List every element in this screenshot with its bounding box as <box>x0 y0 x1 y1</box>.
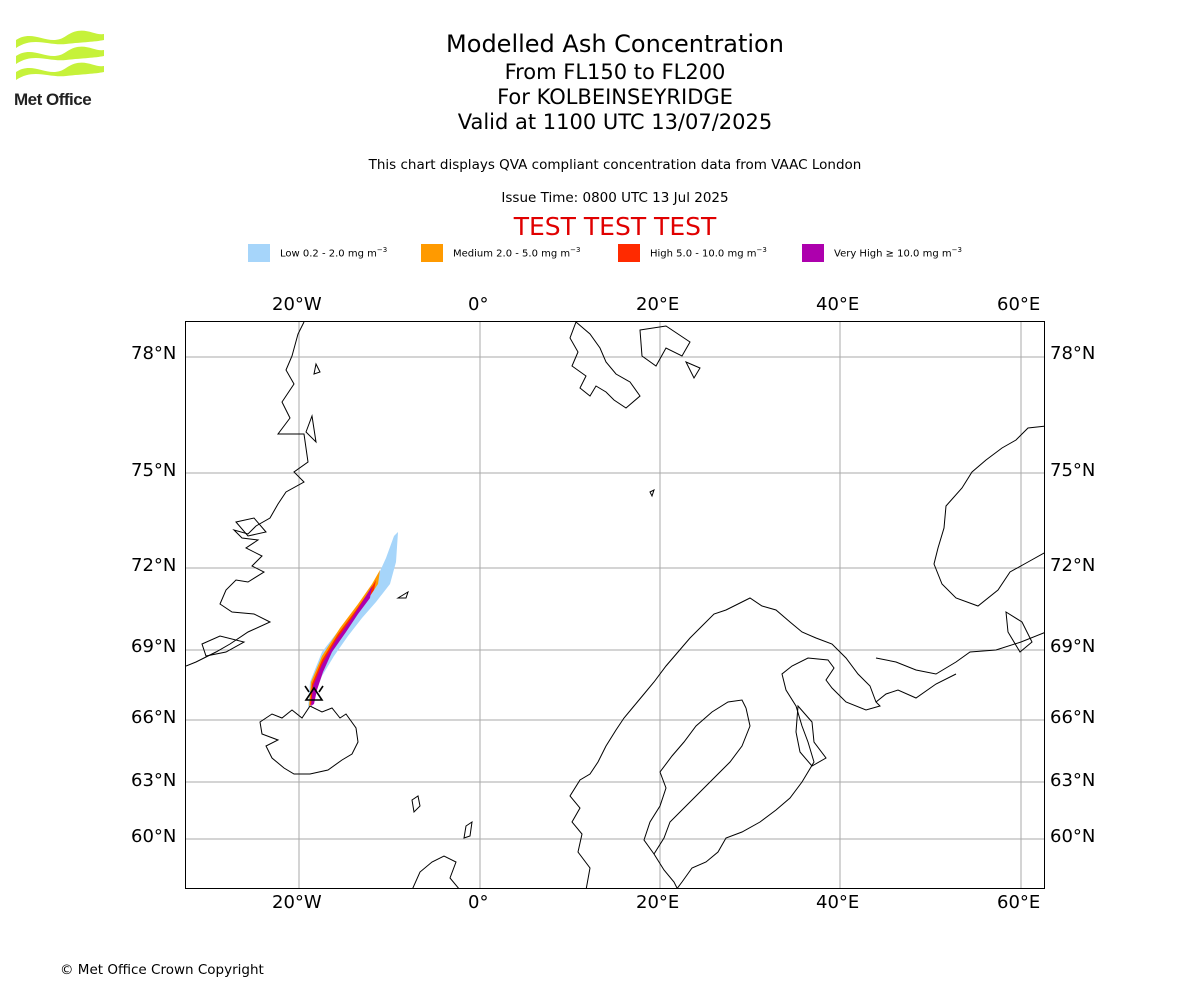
lon-label-bottom-40e: 40°E <box>816 892 860 913</box>
volcano-location: For KOLBEINSEYRIDGE <box>497 85 733 109</box>
legend: Low 0.2 - 2.0 mg m−3 Medium 2.0 - 5.0 mg… <box>0 244 1200 264</box>
graticule <box>186 322 1044 888</box>
lat-label-right-72n: 72°N <box>1050 555 1096 576</box>
lat-label-right-60n: 60°N <box>1050 826 1096 847</box>
lat-label-right-69n: 69°N <box>1050 636 1096 657</box>
novaya-zemlya-coast <box>933 425 1044 607</box>
iceland-coast <box>259 705 359 775</box>
legend-swatch-very-high <box>802 244 824 262</box>
plume-very-high <box>311 586 372 706</box>
test-banner: TEST TEST TEST <box>513 212 717 241</box>
chart-title: Modelled Ash Concentration <box>446 30 784 58</box>
lat-label-right-75n: 75°N <box>1050 460 1096 481</box>
lat-label-left-63n: 63°N <box>131 770 177 791</box>
flight-level-range: From FL150 to FL200 <box>504 60 726 84</box>
lon-label-bottom-0: 0° <box>468 892 489 913</box>
legend-label-medium: Medium 2.0 - 5.0 mg m−3 <box>453 246 581 260</box>
legend-swatch-low <box>248 244 270 262</box>
lon-label-top-0: 0° <box>468 294 489 315</box>
logo-text: Met Office <box>14 90 92 109</box>
lon-label-bottom-20e: 20°E <box>636 892 680 913</box>
lon-label-top-40e: 40°E <box>816 294 860 315</box>
svalbard-coast <box>569 322 641 409</box>
lat-label-right-78n: 78°N <box>1050 343 1096 364</box>
lat-label-left-72n: 72°N <box>131 555 177 576</box>
chart-subtitle: This chart displays QVA compliant concen… <box>368 157 862 173</box>
greenland-coast <box>186 322 309 667</box>
legend-label-low: Low 0.2 - 2.0 mg m−3 <box>280 246 388 260</box>
legend-swatch-high <box>618 244 640 262</box>
valid-time: Valid at 1100 UTC 13/07/2025 <box>457 110 773 134</box>
lat-label-left-66n: 66°N <box>131 707 177 728</box>
coastlines <box>186 322 1044 888</box>
map-panel[interactable] <box>185 321 1045 889</box>
lon-label-top-60e: 60°E <box>997 294 1041 315</box>
lat-label-left-75n: 75°N <box>131 460 177 481</box>
ash-plume <box>308 532 398 708</box>
legend-label-very-high: Very High ≥ 10.0 mg m−3 <box>834 246 962 260</box>
lon-label-bottom-20w: 20°W <box>272 892 322 913</box>
lat-label-left-60n: 60°N <box>131 826 177 847</box>
met-office-logo: Met Office <box>14 30 108 112</box>
lat-label-left-78n: 78°N <box>131 343 177 364</box>
lon-label-bottom-60e: 60°E <box>997 892 1041 913</box>
scandinavia-coast <box>569 597 881 888</box>
lon-label-top-20e: 20°E <box>636 294 680 315</box>
legend-swatch-medium <box>421 244 443 262</box>
legend-label-high: High 5.0 - 10.0 mg m−3 <box>650 246 767 260</box>
volcano-symbol-icon <box>304 685 324 701</box>
title-block: Modelled Ash Concentration From FL150 to… <box>15 28 1200 135</box>
lon-label-top-20w: 20°W <box>272 294 322 315</box>
lat-label-right-63n: 63°N <box>1050 770 1096 791</box>
map-canvas <box>186 322 1044 888</box>
logo-waves-icon <box>16 30 104 80</box>
lat-label-right-66n: 66°N <box>1050 707 1096 728</box>
lat-label-left-69n: 69°N <box>131 636 177 657</box>
copyright: © Met Office Crown Copyright <box>60 962 264 978</box>
issue-time: Issue Time: 0800 UTC 13 Jul 2025 <box>501 190 729 206</box>
